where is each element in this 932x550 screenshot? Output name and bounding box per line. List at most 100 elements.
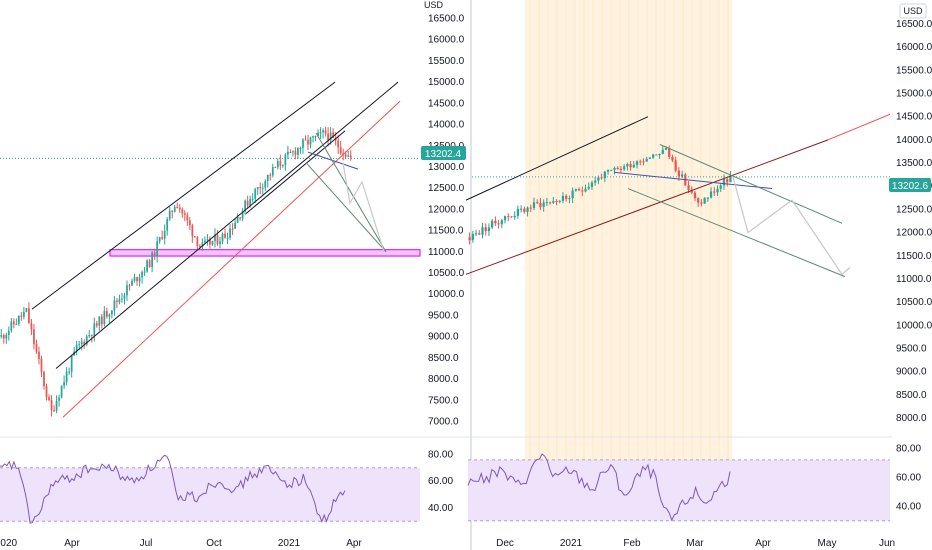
right-candle[interactable] <box>645 158 648 162</box>
right-candle[interactable] <box>597 177 600 181</box>
left-candle[interactable] <box>163 230 166 239</box>
left-candle[interactable] <box>10 321 13 331</box>
left-candle[interactable] <box>88 334 91 337</box>
right-candle[interactable] <box>590 182 594 187</box>
right-trend-line[interactable] <box>627 188 846 278</box>
left-candle[interactable] <box>2 335 5 339</box>
left-candle[interactable] <box>136 277 138 282</box>
left-candle[interactable] <box>209 239 211 245</box>
left-candle[interactable] <box>264 181 267 188</box>
left-candle[interactable] <box>307 140 309 145</box>
right-candle[interactable] <box>519 208 523 210</box>
left-projection-path[interactable] <box>342 162 385 252</box>
left-candle[interactable] <box>241 210 244 219</box>
right-price-plot[interactable] <box>465 113 891 278</box>
left-candle[interactable] <box>309 137 312 145</box>
right-candle[interactable] <box>507 216 510 218</box>
left-candle[interactable] <box>229 228 231 238</box>
left-candle[interactable] <box>105 311 108 317</box>
right-candle[interactable] <box>668 148 671 158</box>
left-candle[interactable] <box>196 237 199 246</box>
left-trend-line[interactable] <box>307 151 359 170</box>
left-candle[interactable] <box>251 198 254 200</box>
right-candle[interactable] <box>626 164 629 167</box>
left-candle[interactable] <box>121 298 123 300</box>
left-price-plot[interactable] <box>0 81 421 418</box>
right-candle[interactable] <box>568 198 571 200</box>
left-candle[interactable] <box>68 371 71 373</box>
left-candle[interactable] <box>58 397 60 401</box>
right-candle[interactable] <box>648 157 652 159</box>
left-candle[interactable] <box>118 299 121 303</box>
left-candle[interactable] <box>161 237 164 239</box>
left-candle[interactable] <box>108 314 111 317</box>
left-candle[interactable] <box>269 174 272 176</box>
left-candle[interactable] <box>166 219 169 231</box>
right-candle[interactable] <box>719 185 722 189</box>
right-candle[interactable] <box>680 174 684 177</box>
left-candle[interactable] <box>151 252 153 268</box>
left-candle[interactable] <box>249 199 252 206</box>
left-candle[interactable] <box>337 140 340 148</box>
left-candle[interactable] <box>302 139 304 148</box>
left-rsi-pane[interactable] <box>0 454 420 524</box>
left-trend-line[interactable] <box>62 100 401 418</box>
left-candle[interactable] <box>304 139 307 141</box>
right-candle[interactable] <box>478 233 481 235</box>
right-trend-line[interactable] <box>465 116 649 201</box>
left-candle[interactable] <box>329 132 332 141</box>
left-candle[interactable] <box>191 225 194 237</box>
right-candle[interactable] <box>491 220 494 228</box>
left-candle[interactable] <box>171 210 174 212</box>
right-candle[interactable] <box>658 153 661 155</box>
left-candle[interactable] <box>128 285 131 287</box>
right-candle[interactable] <box>619 168 623 170</box>
left-candle[interactable] <box>12 321 15 325</box>
right-candle[interactable] <box>606 169 610 172</box>
left-rsi-line[interactable] <box>0 454 346 524</box>
right-candle[interactable] <box>494 220 497 224</box>
left-candle[interactable] <box>221 233 224 242</box>
left-candle[interactable] <box>55 400 58 411</box>
right-candle[interactable] <box>677 170 681 177</box>
left-candle[interactable] <box>146 260 148 272</box>
right-candle[interactable] <box>729 175 732 183</box>
left-candle[interactable] <box>314 135 317 137</box>
right-candle[interactable] <box>706 197 709 199</box>
left-time-axis[interactable]: 2020 Apr Jul Oct 2021 Apr <box>0 538 362 549</box>
left-candle[interactable] <box>276 161 279 168</box>
right-candle[interactable] <box>584 188 587 192</box>
right-candle[interactable] <box>716 188 719 193</box>
left-candle[interactable] <box>0 335 3 337</box>
right-candle[interactable] <box>674 160 677 171</box>
right-candle[interactable] <box>532 202 536 209</box>
left-candle[interactable] <box>322 130 324 133</box>
right-candle[interactable] <box>542 202 545 207</box>
right-candle[interactable] <box>635 161 639 165</box>
right-candle[interactable] <box>703 197 706 204</box>
left-candle[interactable] <box>344 154 347 157</box>
left-candle[interactable] <box>158 237 161 242</box>
left-candle[interactable] <box>289 151 292 153</box>
left-candle[interactable] <box>211 241 214 245</box>
left-candle[interactable] <box>297 148 299 155</box>
right-candle[interactable] <box>709 191 713 198</box>
right-candle[interactable] <box>471 233 474 241</box>
left-candle[interactable] <box>123 295 126 299</box>
left-candle[interactable] <box>266 174 269 182</box>
right-candle[interactable] <box>690 189 693 193</box>
left-chart-panel[interactable]: 16500.0 16000.0 15500.0 15000.0 14500.0 14000… <box>0 0 470 550</box>
left-candle[interactable] <box>317 132 319 136</box>
left-candle[interactable] <box>53 410 55 412</box>
left-candle[interactable] <box>193 236 196 238</box>
left-candle[interactable] <box>332 132 335 138</box>
left-candle[interactable] <box>324 130 327 134</box>
left-candle[interactable] <box>292 151 294 153</box>
right-candle[interactable] <box>616 167 619 169</box>
left-candle[interactable] <box>131 280 133 286</box>
left-candle[interactable] <box>43 371 45 387</box>
left-candle[interactable] <box>206 239 209 241</box>
right-candle[interactable] <box>713 191 716 193</box>
left-candle[interactable] <box>274 167 277 169</box>
left-candle[interactable] <box>25 308 28 312</box>
